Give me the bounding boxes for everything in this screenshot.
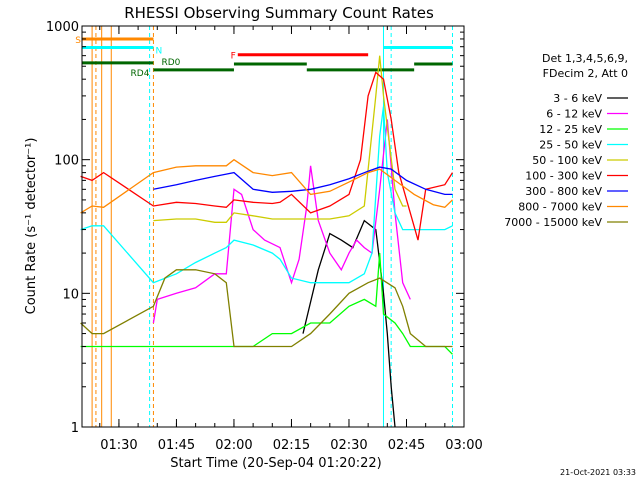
legend-label-6: 300 - 800 keV bbox=[525, 185, 602, 198]
chart-title: RHESSI Observing Summary Count Rates bbox=[124, 4, 434, 22]
y-tick-label-0: 1 bbox=[71, 421, 79, 436]
axes: 1 10 100 1000 01:30 01:45 02:00 02:15 02:30 02:45… bbox=[46, 20, 483, 453]
x-tick-label-4: 02:30 bbox=[330, 438, 367, 453]
legend-label-7: 800 - 7000 keV bbox=[518, 201, 602, 214]
plot-content: S N F RD0 RD4 bbox=[75, 26, 454, 428]
legend-header-line-2: FDecim 2, Att 0 bbox=[543, 67, 628, 80]
series-line-8 bbox=[80, 269, 453, 348]
flag-label-0: S bbox=[75, 36, 81, 46]
series-line-0 bbox=[302, 219, 396, 428]
legend-label-4: 50 - 100 keV bbox=[532, 154, 602, 167]
flag-label-1: N bbox=[155, 47, 162, 57]
legend-label-2: 12 - 25 keV bbox=[539, 123, 602, 136]
y-axis-label: Count Rate (s⁻¹ detector⁻¹) bbox=[24, 138, 39, 315]
series-line-1 bbox=[152, 119, 411, 324]
series-line-5 bbox=[80, 71, 454, 241]
flag-label-3: RD0 bbox=[161, 58, 180, 68]
x-tick-label-5: 02:45 bbox=[388, 438, 425, 453]
legend-label-5: 100 - 300 keV bbox=[525, 170, 602, 183]
legend-header-line-1: Det 1,3,4,5,6,9, bbox=[542, 52, 628, 65]
y-tick-label-1: 10 bbox=[62, 287, 79, 302]
legend: Det 1,3,4,5,6,9, FDecim 2, Att 0 3 - 6 k… bbox=[504, 52, 628, 229]
legend-label-3: 25 - 50 keV bbox=[539, 139, 602, 152]
y-tick-label-2: 100 bbox=[54, 154, 79, 169]
x-tick-label-3: 02:15 bbox=[273, 438, 310, 453]
y-tick-label-3: 1000 bbox=[46, 20, 79, 35]
x-tick-label-0: 01:30 bbox=[100, 438, 137, 453]
flag-label-2: F bbox=[231, 52, 236, 62]
series-line-7 bbox=[80, 158, 453, 214]
series-line-2 bbox=[80, 253, 453, 355]
legend-label-1: 6 - 12 keV bbox=[546, 108, 602, 121]
footer-date: 21-Oct-2021 03:33 bbox=[560, 468, 636, 477]
legend-label-0: 3 - 6 keV bbox=[553, 92, 602, 105]
plot-frame bbox=[81, 25, 465, 428]
legend-label-8: 7000 - 15000 keV bbox=[504, 216, 602, 229]
x-axis-label: Start Time (20-Sep-04 01:20:22) bbox=[170, 456, 381, 471]
x-tick-label-2: 02:00 bbox=[215, 438, 252, 453]
x-tick-label-1: 01:45 bbox=[158, 438, 195, 453]
flag-label-4: RD4 bbox=[131, 69, 150, 79]
series-line-4 bbox=[153, 55, 407, 223]
series-line-6 bbox=[153, 166, 453, 196]
series-line-3 bbox=[80, 106, 453, 284]
x-tick-label-6: 03:00 bbox=[445, 438, 482, 453]
